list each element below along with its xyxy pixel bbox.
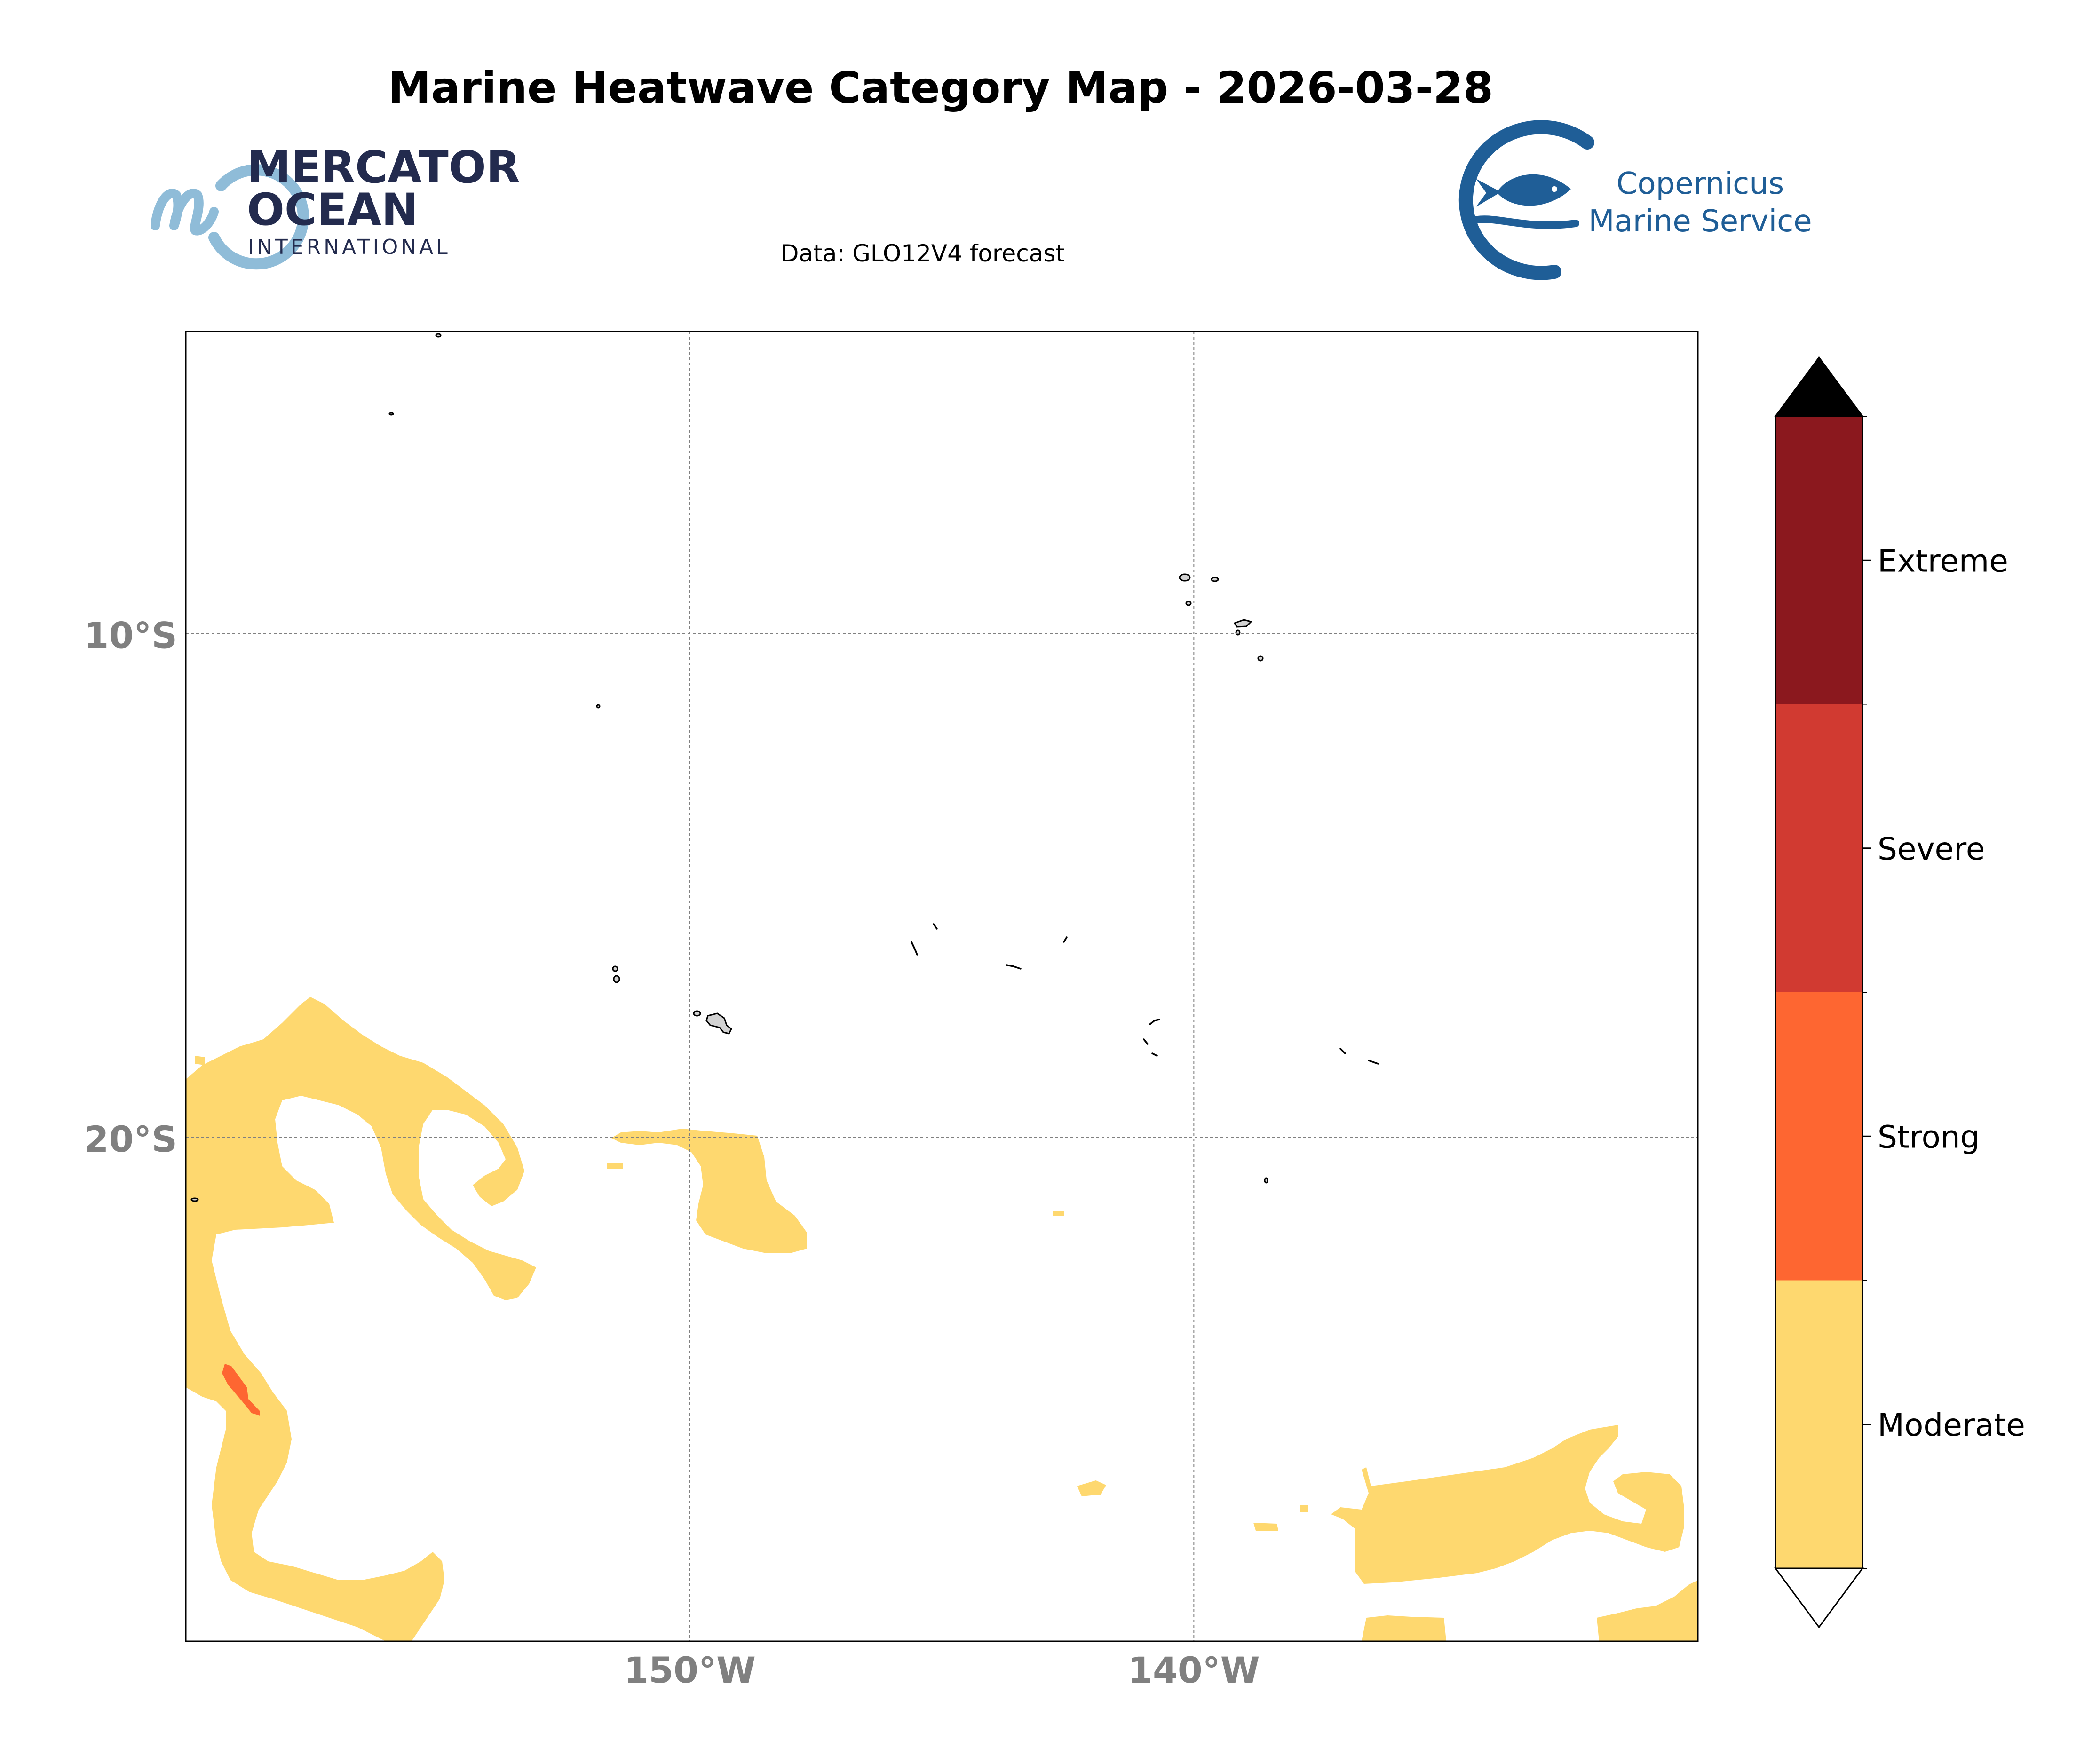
colorbar-label-severe: Severe xyxy=(1878,831,1985,867)
copernicus-wave-arc-icon xyxy=(1458,120,1594,280)
lat-tick-label: 10°S xyxy=(84,615,178,657)
moderate-region-speck-b xyxy=(1077,1480,1106,1496)
copernicus-fish-icon xyxy=(1476,174,1571,207)
colorbar-segment-strong xyxy=(1775,992,1862,1281)
moderate-region-west-speck xyxy=(195,1056,205,1065)
moderate-region-speck-a xyxy=(1053,1211,1064,1216)
atoll-outlines xyxy=(911,923,1379,1065)
moderate-region-south-a xyxy=(1362,1615,1446,1641)
copernicus-line1: Copernicus xyxy=(1617,166,1784,201)
atoll xyxy=(933,923,938,930)
atoll xyxy=(1368,1060,1379,1065)
moderate-region-west-loop xyxy=(186,997,536,1641)
island xyxy=(613,975,620,983)
colorbar-segment-severe xyxy=(1775,704,1862,992)
map-title: Marine Heatwave Category Map - 2026-03-2… xyxy=(388,63,1493,113)
strong-heatwave-region xyxy=(222,1364,260,1416)
island xyxy=(693,1010,701,1017)
colorbar-label-moderate: Moderate xyxy=(1878,1407,2025,1443)
copernicus-line2: Marine Service xyxy=(1588,204,1812,239)
moderate-heatwave-regions xyxy=(186,997,1698,1641)
atoll xyxy=(1151,1052,1158,1057)
atoll xyxy=(911,941,918,956)
copernicus-wave-icon xyxy=(1466,215,1579,229)
data-source-subtitle: Data: GLO12V4 forecast xyxy=(781,240,1065,267)
mercator-line2: OCEAN xyxy=(247,184,419,236)
map-background xyxy=(186,332,1698,1641)
atoll xyxy=(1339,1048,1346,1054)
island xyxy=(190,1197,199,1202)
atoll xyxy=(1063,936,1068,943)
moderate-region-speck-c xyxy=(1253,1523,1278,1531)
moderate-region-central-speck xyxy=(607,1163,623,1169)
mercator-ocean-logo: MERCATOR OCEAN INTERNATIONAL xyxy=(151,142,520,270)
mercator-line1: MERCATOR xyxy=(247,142,520,193)
island xyxy=(1185,601,1192,606)
island xyxy=(1179,573,1191,582)
moderate-region-south-b xyxy=(1597,1580,1698,1641)
colorbar-label-extreme: Extreme xyxy=(1878,543,2008,579)
island xyxy=(612,965,618,972)
colorbar-extend-max xyxy=(1774,356,1864,417)
island xyxy=(1264,1177,1268,1184)
island-tahiti xyxy=(705,1012,732,1035)
moderate-region-east xyxy=(1331,1425,1684,1584)
island-coastlines xyxy=(190,333,1268,1202)
mercator-line3: INTERNATIONAL xyxy=(248,235,451,259)
island xyxy=(1211,577,1219,582)
tick-labels: 10°S 20°S 150°W 140°W xyxy=(84,615,1260,1691)
colorbar: Moderate Strong Severe Extreme xyxy=(1774,356,2025,1629)
island xyxy=(596,704,601,709)
colorbar-frame xyxy=(1775,415,1863,1569)
colorbar-segment-extreme xyxy=(1775,416,1862,704)
map-area: 10°S 20°S 150°W 140°W xyxy=(84,331,1699,1691)
island-nuku-hiva xyxy=(1233,619,1252,628)
island xyxy=(1257,655,1264,662)
island xyxy=(388,412,394,416)
gridlines xyxy=(186,332,1698,1641)
lat-tick-label: 20°S xyxy=(84,1118,178,1160)
mercator-swirl-icon xyxy=(208,164,309,270)
lon-tick-label: 150°W xyxy=(624,1649,755,1691)
atoll xyxy=(1143,1038,1149,1045)
colorbar-segment-moderate xyxy=(1775,1280,1862,1568)
copernicus-fish-eye-icon xyxy=(1552,186,1557,192)
moderate-region-speck-d xyxy=(1300,1505,1308,1512)
copernicus-marine-logo: Copernicus Marine Service xyxy=(1458,120,1812,280)
island xyxy=(435,333,442,338)
atoll xyxy=(1006,964,1022,970)
atoll xyxy=(1149,1019,1160,1025)
colorbar-extend-min xyxy=(1774,1567,1864,1629)
map-frame xyxy=(185,331,1699,1642)
lon-tick-label: 140°W xyxy=(1128,1649,1260,1691)
colorbar-label-strong: Strong xyxy=(1878,1119,1980,1155)
moderate-region-central xyxy=(611,1129,807,1253)
mercator-m-icon xyxy=(151,189,219,236)
